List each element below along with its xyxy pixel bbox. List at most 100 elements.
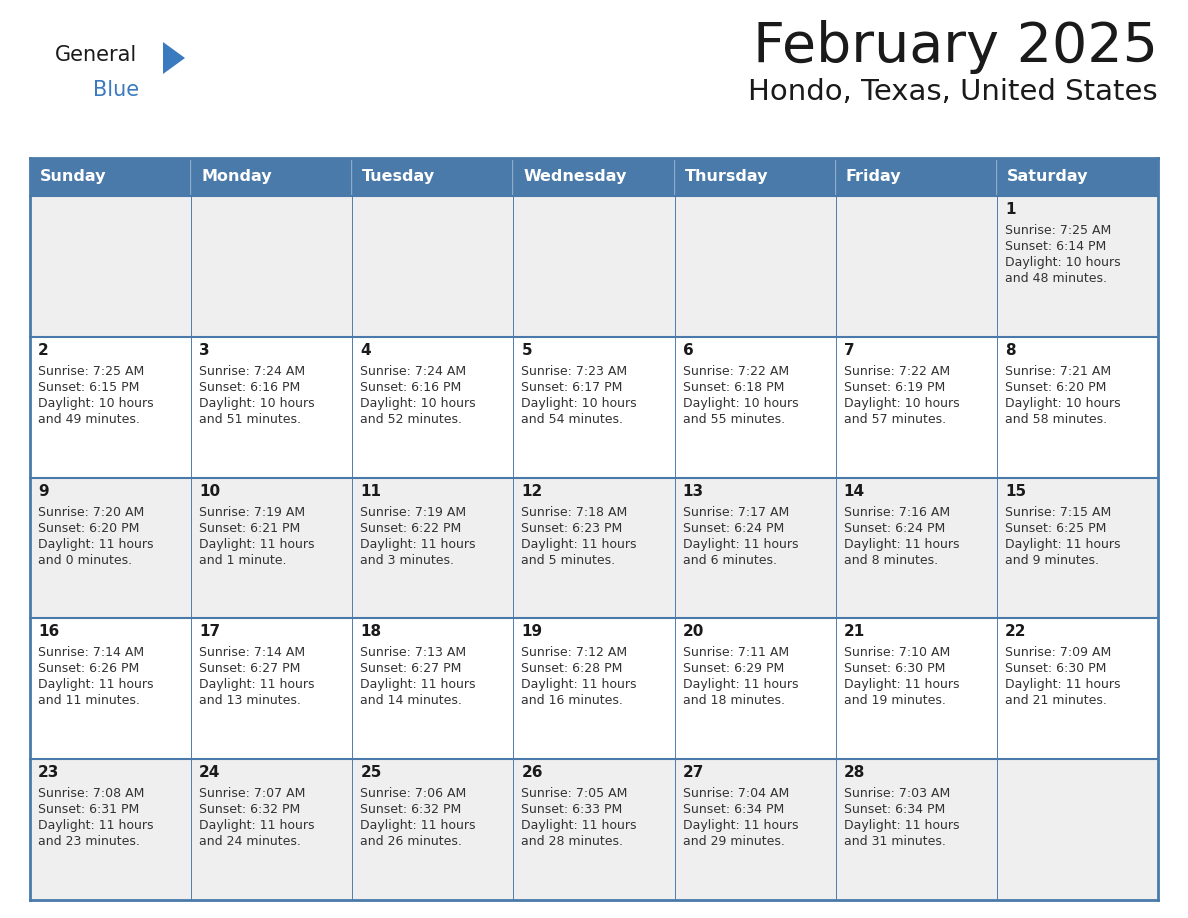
Text: and 1 minute.: and 1 minute. [200,554,286,566]
Text: Sunrise: 7:22 AM: Sunrise: 7:22 AM [683,364,789,378]
Text: Sunset: 6:32 PM: Sunset: 6:32 PM [200,803,301,816]
Text: Blue: Blue [93,80,139,100]
Text: and 11 minutes.: and 11 minutes. [38,694,140,708]
Bar [675,619,835,759]
Text: Daylight: 11 hours: Daylight: 11 hours [38,819,153,833]
Text: Daylight: 10 hours: Daylight: 10 hours [360,397,476,409]
Text: Sunset: 6:25 PM: Sunset: 6:25 PM [1005,521,1106,534]
Bar [353,759,513,900]
Text: Daylight: 11 hours: Daylight: 11 hours [360,819,475,833]
Bar [835,759,997,900]
Bar [675,477,835,619]
Text: Daylight: 11 hours: Daylight: 11 hours [522,678,637,691]
Text: Sunrise: 7:14 AM: Sunrise: 7:14 AM [38,646,144,659]
Text: Daylight: 11 hours: Daylight: 11 hours [38,538,153,551]
Text: Daylight: 11 hours: Daylight: 11 hours [683,819,798,833]
Bar [30,337,191,477]
Text: Daylight: 11 hours: Daylight: 11 hours [522,819,637,833]
Text: Sunset: 6:20 PM: Sunset: 6:20 PM [1005,381,1106,394]
Bar [353,337,513,477]
Bar [997,337,1158,477]
Text: Daylight: 11 hours: Daylight: 11 hours [360,678,475,691]
Text: 25: 25 [360,766,381,780]
Text: Sunset: 6:26 PM: Sunset: 6:26 PM [38,663,139,676]
Bar [30,158,191,196]
Text: 9: 9 [38,484,49,498]
Text: Thursday: Thursday [684,170,769,185]
Bar [513,196,675,337]
Bar [513,759,675,900]
Text: Sunset: 6:24 PM: Sunset: 6:24 PM [683,521,784,534]
Bar [191,158,353,196]
Text: Sunrise: 7:03 AM: Sunrise: 7:03 AM [843,788,950,800]
Text: Sunset: 6:34 PM: Sunset: 6:34 PM [683,803,784,816]
Text: Daylight: 11 hours: Daylight: 11 hours [843,538,959,551]
Text: 13: 13 [683,484,703,498]
Text: Daylight: 11 hours: Daylight: 11 hours [683,678,798,691]
Text: 23: 23 [38,766,59,780]
Text: and 0 minutes.: and 0 minutes. [38,554,132,566]
Text: Daylight: 10 hours: Daylight: 10 hours [843,397,960,409]
Text: and 49 minutes.: and 49 minutes. [38,413,140,426]
Text: Daylight: 11 hours: Daylight: 11 hours [1005,678,1120,691]
Text: Daylight: 11 hours: Daylight: 11 hours [38,678,153,691]
Text: 18: 18 [360,624,381,640]
Text: 3: 3 [200,342,210,358]
Text: 4: 4 [360,342,371,358]
Text: Sunset: 6:27 PM: Sunset: 6:27 PM [200,663,301,676]
Text: Sunset: 6:31 PM: Sunset: 6:31 PM [38,803,139,816]
Text: Friday: Friday [846,170,902,185]
Text: Sunrise: 7:15 AM: Sunrise: 7:15 AM [1005,506,1111,519]
Text: Hondo, Texas, United States: Hondo, Texas, United States [748,78,1158,106]
Bar [997,619,1158,759]
Bar [191,196,353,337]
Text: Daylight: 11 hours: Daylight: 11 hours [200,678,315,691]
Text: 15: 15 [1005,484,1026,498]
Text: and 21 minutes.: and 21 minutes. [1005,694,1107,708]
Text: Sunset: 6:33 PM: Sunset: 6:33 PM [522,803,623,816]
Text: Sunrise: 7:04 AM: Sunrise: 7:04 AM [683,788,789,800]
Text: Sunset: 6:34 PM: Sunset: 6:34 PM [843,803,944,816]
Text: Sunrise: 7:11 AM: Sunrise: 7:11 AM [683,646,789,659]
Text: Sunset: 6:29 PM: Sunset: 6:29 PM [683,663,784,676]
Text: and 9 minutes.: and 9 minutes. [1005,554,1099,566]
Text: Sunrise: 7:24 AM: Sunrise: 7:24 AM [200,364,305,378]
Text: Sunrise: 7:21 AM: Sunrise: 7:21 AM [1005,364,1111,378]
Bar [997,759,1158,900]
Bar [835,619,997,759]
Text: Daylight: 11 hours: Daylight: 11 hours [200,819,315,833]
Text: Sunrise: 7:08 AM: Sunrise: 7:08 AM [38,788,145,800]
Text: Sunrise: 7:09 AM: Sunrise: 7:09 AM [1005,646,1111,659]
Bar [835,477,997,619]
Bar [675,759,835,900]
Text: Daylight: 10 hours: Daylight: 10 hours [522,397,637,409]
Bar [191,337,353,477]
Text: Sunrise: 7:06 AM: Sunrise: 7:06 AM [360,788,467,800]
Text: and 14 minutes.: and 14 minutes. [360,694,462,708]
Text: Sunrise: 7:19 AM: Sunrise: 7:19 AM [360,506,467,519]
Bar [191,477,353,619]
Text: and 23 minutes.: and 23 minutes. [38,835,140,848]
Text: and 13 minutes.: and 13 minutes. [200,694,301,708]
Text: Daylight: 11 hours: Daylight: 11 hours [360,538,475,551]
Text: Sunset: 6:16 PM: Sunset: 6:16 PM [200,381,301,394]
Text: Sunrise: 7:22 AM: Sunrise: 7:22 AM [843,364,950,378]
Bar [30,196,191,337]
Text: 8: 8 [1005,342,1016,358]
Text: Sunrise: 7:10 AM: Sunrise: 7:10 AM [843,646,950,659]
Text: Saturday: Saturday [1007,170,1088,185]
Text: and 55 minutes.: and 55 minutes. [683,413,785,426]
Text: 26: 26 [522,766,543,780]
Text: Daylight: 11 hours: Daylight: 11 hours [200,538,315,551]
Bar [675,337,835,477]
Text: 7: 7 [843,342,854,358]
Bar [513,158,675,196]
Text: Sunset: 6:21 PM: Sunset: 6:21 PM [200,521,301,534]
Text: Sunset: 6:20 PM: Sunset: 6:20 PM [38,521,139,534]
Text: 14: 14 [843,484,865,498]
Text: and 51 minutes.: and 51 minutes. [200,413,301,426]
Text: Sunrise: 7:16 AM: Sunrise: 7:16 AM [843,506,950,519]
Text: Sunrise: 7:19 AM: Sunrise: 7:19 AM [200,506,305,519]
Text: February 2025: February 2025 [753,20,1158,74]
Text: and 48 minutes.: and 48 minutes. [1005,272,1107,285]
